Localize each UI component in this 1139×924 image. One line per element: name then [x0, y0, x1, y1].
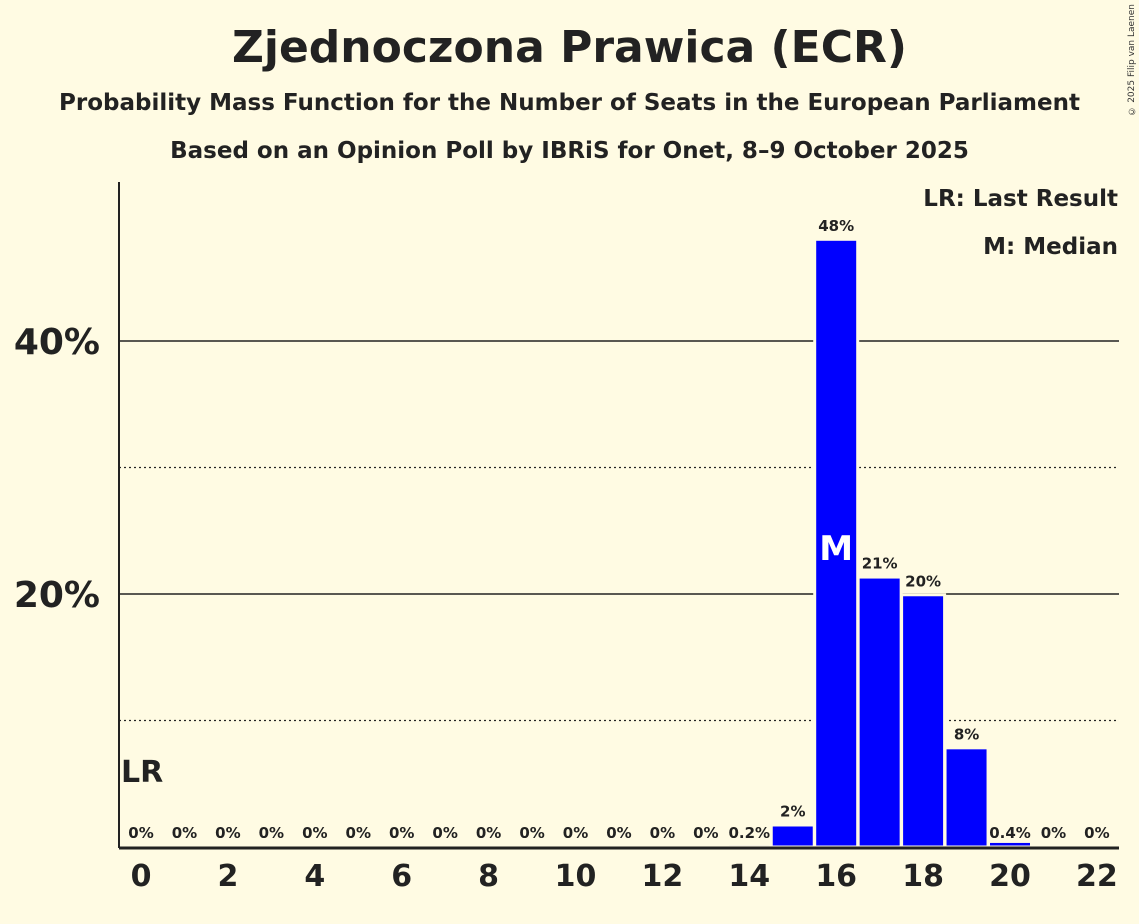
bar	[900, 593, 947, 849]
chart-subtitle: Probability Mass Function for the Number…	[59, 90, 1080, 116]
x-tick-label: 18	[902, 859, 944, 894]
bar-value-label: 0%	[1084, 824, 1109, 842]
bar-value-label: 0.2%	[728, 824, 770, 842]
x-tick-label: 4	[304, 859, 325, 894]
x-tick-label: 10	[555, 859, 597, 894]
bar	[987, 839, 1033, 849]
x-tick-label: 0	[131, 859, 152, 894]
bar-value-label: 0%	[432, 824, 457, 842]
bar-value-label: 21%	[862, 555, 898, 573]
bar-value-label: 2%	[780, 802, 805, 820]
x-tick-label: 8	[478, 859, 499, 894]
bar	[943, 746, 990, 849]
bar-value-label: 0%	[128, 824, 153, 842]
x-tick-label: 22	[1076, 859, 1118, 894]
bar-value-label: 0%	[215, 824, 240, 842]
x-tick-label: 14	[728, 859, 770, 894]
x-tick-label: 16	[815, 859, 857, 894]
bar-value-label: 0%	[519, 824, 544, 842]
bar	[856, 575, 903, 849]
bar-value-label: 0%	[563, 824, 588, 842]
legend-last-result: LR: Last Result	[923, 186, 1118, 212]
bar-value-label: 0%	[476, 824, 501, 842]
bar-value-label: 0.4%	[989, 824, 1031, 842]
x-tick-label: 6	[391, 859, 412, 894]
chart-subtitle-poll: Based on an Opinion Poll by IBRiS for On…	[170, 138, 969, 164]
y-tick-label: 40%	[14, 322, 100, 363]
bar	[769, 823, 816, 849]
legend-median: M: Median	[983, 234, 1118, 260]
bar-value-label: 0%	[693, 824, 718, 842]
median-marker: M	[819, 529, 853, 569]
bar-value-label: 0%	[606, 824, 631, 842]
bar-value-label: 0%	[650, 824, 675, 842]
last-result-marker: LR	[121, 755, 163, 790]
x-tick-label: 12	[642, 859, 684, 894]
bar-value-label: 0%	[172, 824, 197, 842]
bar-value-label: 0%	[346, 824, 371, 842]
bar-value-label: 48%	[818, 217, 854, 235]
bar-value-label: 20%	[905, 572, 941, 590]
bar-value-label: 0%	[1041, 824, 1066, 842]
bar-value-label: 0%	[389, 824, 414, 842]
chart-title: Zjednoczona Prawica (ECR)	[231, 22, 908, 73]
x-tick-label: 2	[217, 859, 238, 894]
y-tick-label: 20%	[14, 575, 100, 616]
x-tick-label: 20	[989, 859, 1031, 894]
bar-value-label: 0%	[259, 824, 284, 842]
bar-value-label: 0%	[302, 824, 327, 842]
bar-value-label: 8%	[954, 725, 979, 743]
